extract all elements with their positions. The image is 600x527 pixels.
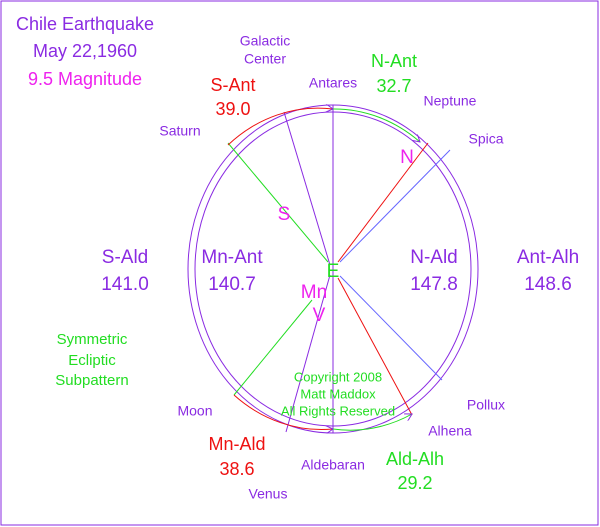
- n-ant-arc: [332, 108, 420, 142]
- point-label: Alhena: [428, 423, 472, 439]
- copyright: Copyright 2008: [294, 369, 382, 384]
- arc-label: Ald-Alh: [386, 449, 444, 469]
- sector-label: N-Ald: [410, 247, 458, 268]
- marker-label: Mn: [301, 282, 327, 303]
- title: 9.5 Magnitude: [28, 69, 142, 89]
- sector-value: 147.8: [410, 274, 458, 295]
- arc-label: S-Ant: [210, 75, 255, 95]
- point-label: Antares: [309, 75, 357, 91]
- marker-label: V: [313, 305, 326, 326]
- marker-label: N: [400, 147, 414, 168]
- copyright: Matt Maddox: [300, 386, 376, 401]
- title: May 22,1960: [33, 41, 137, 61]
- point-label: Galactic: [240, 33, 291, 49]
- title: Chile Earthquake: [16, 14, 154, 34]
- sector-label: S-Ald: [102, 247, 148, 268]
- point-label: Aldebaran: [301, 457, 365, 473]
- arc-value: 39.0: [215, 99, 250, 119]
- sector-label: Ant-Alh: [517, 247, 579, 268]
- venus-line: [285, 274, 331, 433]
- copyright: All Rights Reserved: [281, 403, 395, 418]
- point-label: Venus: [249, 486, 288, 502]
- arc-value: 29.2: [397, 473, 432, 493]
- sector-value: 148.6: [524, 274, 572, 295]
- point-label: Saturn: [159, 123, 200, 139]
- ald-alh-arc: [332, 414, 412, 431]
- arc-label: N-Ant: [371, 51, 417, 71]
- galactic-line: [283, 111, 331, 266]
- s-ant-arc: [227, 108, 333, 146]
- mn-ald-arc: [233, 394, 333, 430]
- point-label: Pollux: [467, 397, 505, 413]
- n-line: [337, 142, 429, 263]
- point-label: Spica: [468, 131, 503, 147]
- point-label: Moon: [177, 403, 212, 419]
- note: Ecliptic: [68, 352, 116, 369]
- sector-label: Mn-Ant: [201, 247, 263, 268]
- sector-value: 140.7: [208, 274, 256, 295]
- point-label: Neptune: [424, 93, 477, 109]
- alhena-line: [337, 277, 413, 416]
- sector-value: 141.0: [101, 274, 149, 295]
- pollux-line: [339, 275, 443, 381]
- note: Subpattern: [55, 372, 128, 389]
- arc-value: 32.7: [376, 76, 411, 96]
- marker-label: S: [278, 204, 291, 225]
- arc-label: Mn-Ald: [208, 434, 265, 454]
- spica-line: [339, 149, 451, 263]
- moon-line: [233, 299, 313, 396]
- s-line: [227, 142, 329, 263]
- marker-label: E: [327, 261, 340, 282]
- arc-value: 38.6: [219, 459, 254, 479]
- note: Symmetric: [57, 331, 128, 348]
- point-label: Center: [244, 51, 286, 67]
